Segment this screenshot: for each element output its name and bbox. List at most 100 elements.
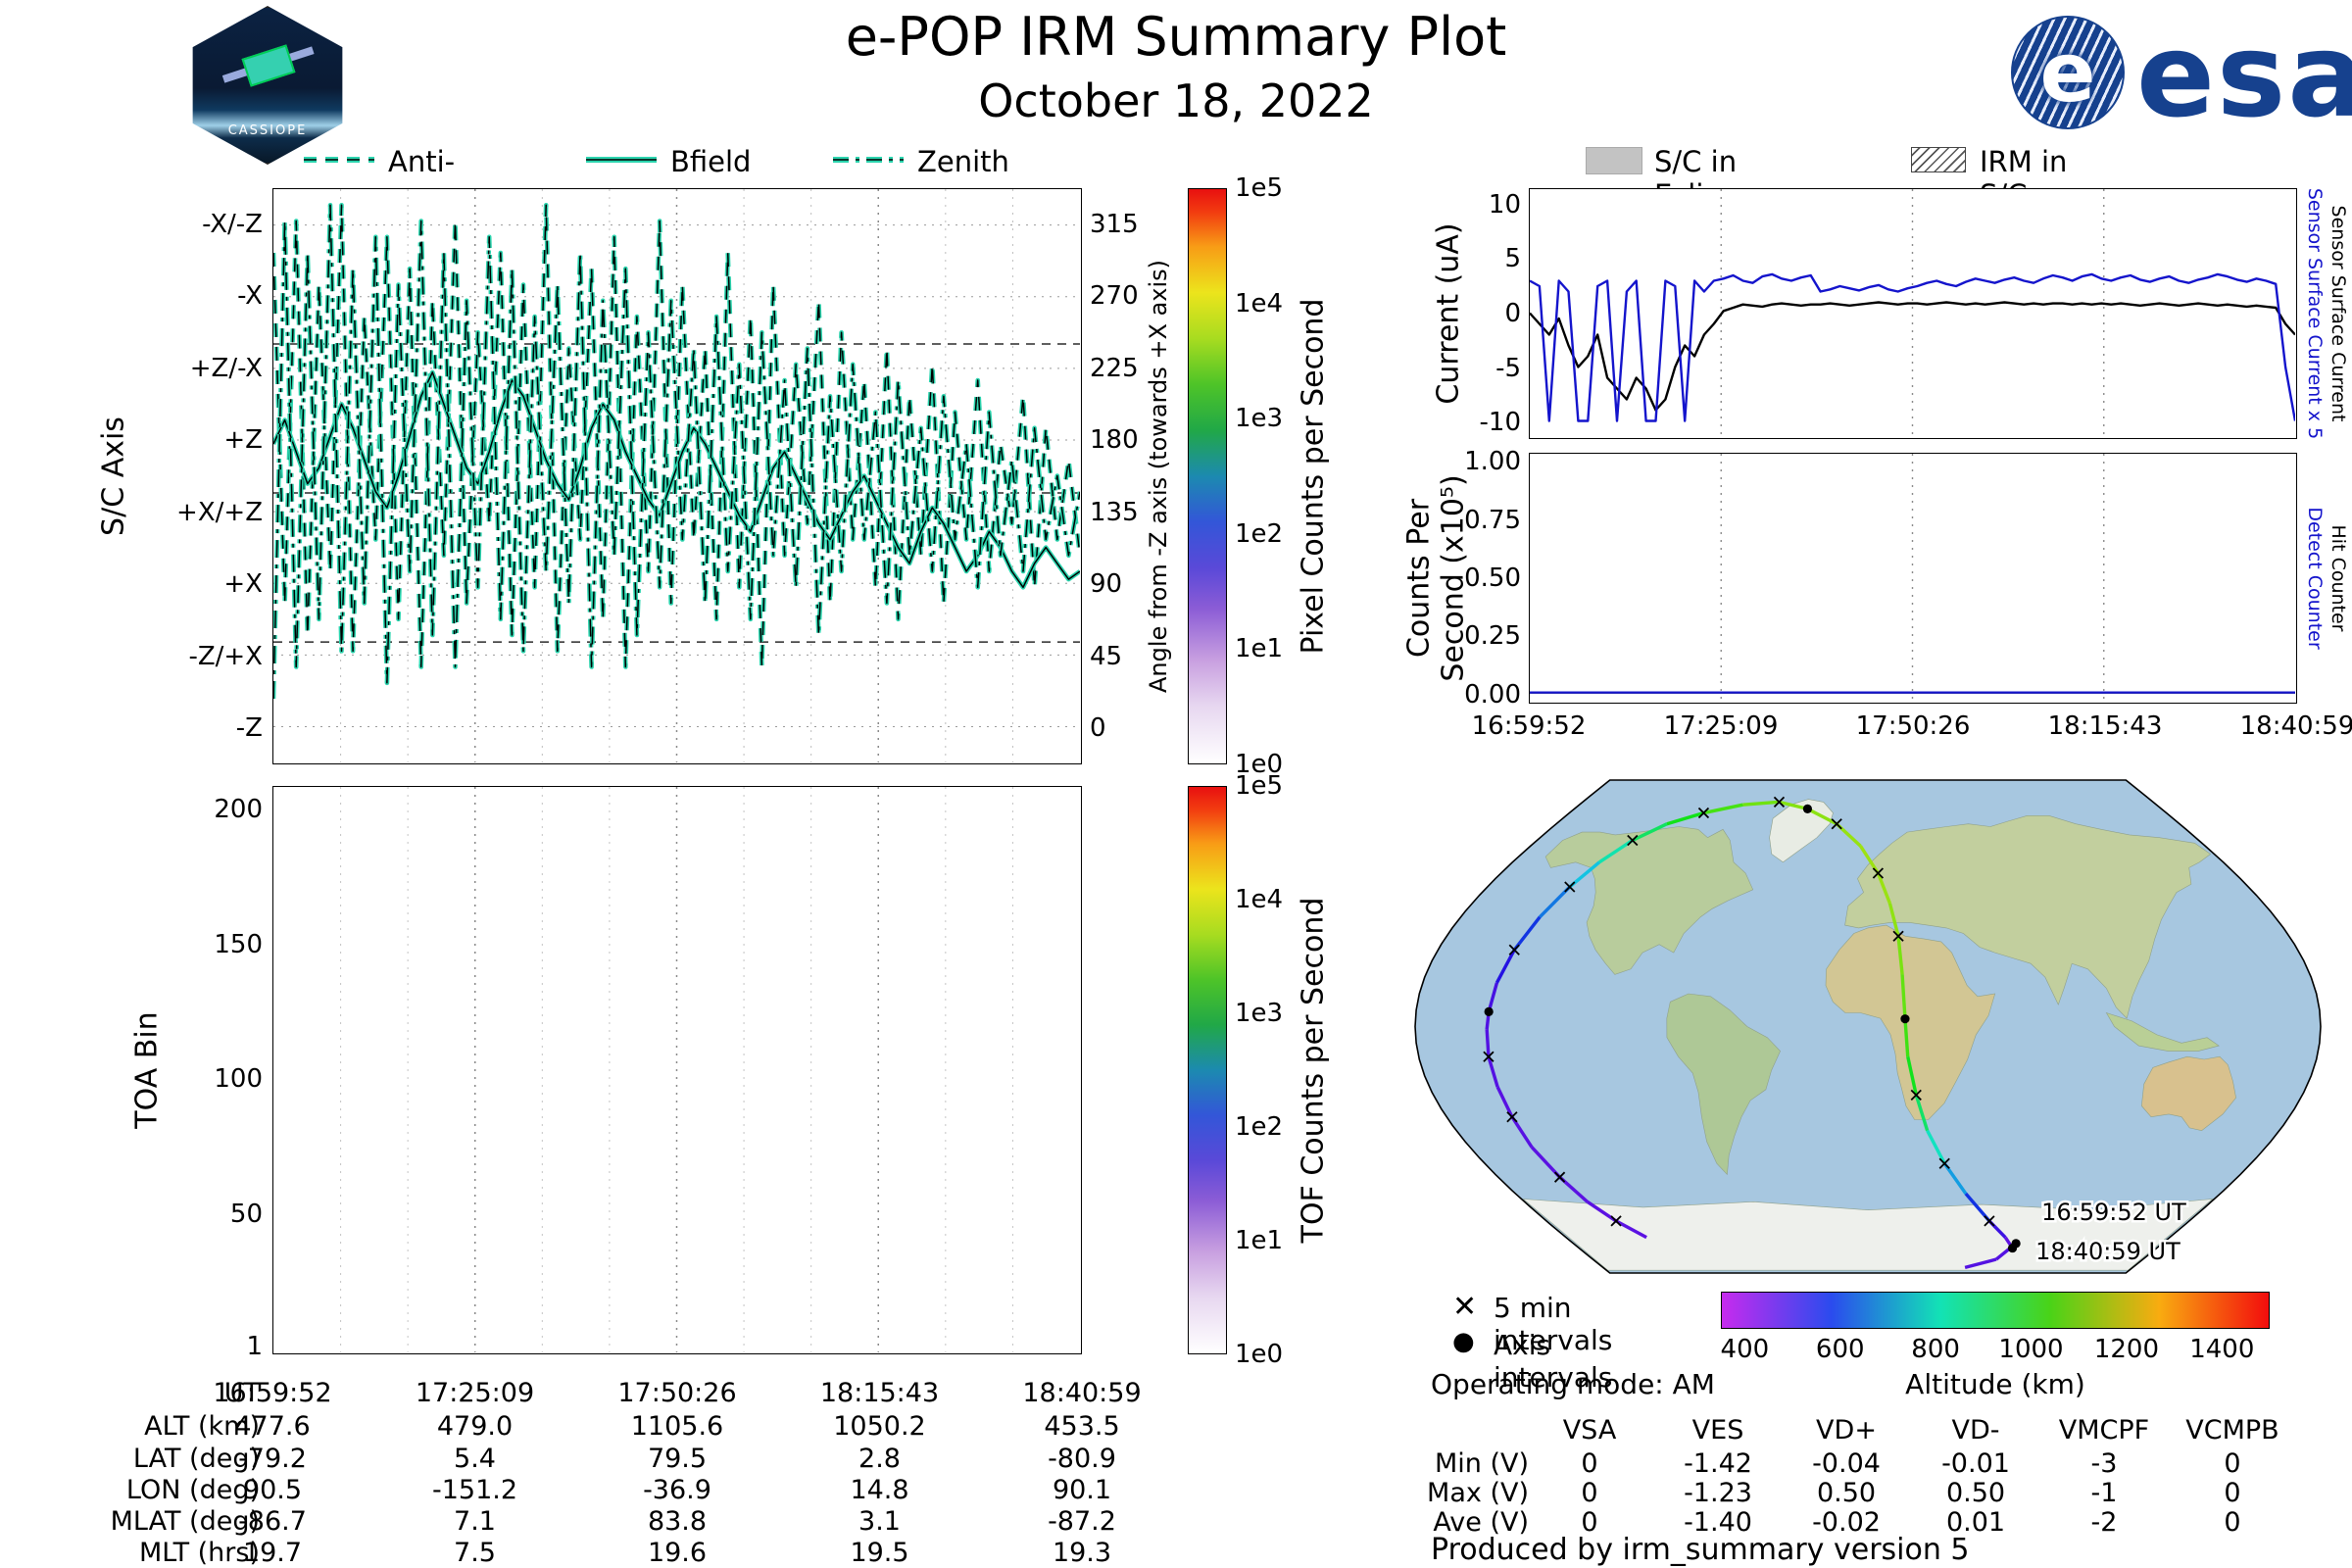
- pixel-counts-colorbar: [1188, 188, 1227, 764]
- cross-marker-label: 5 min intervals: [1494, 1292, 1613, 1356]
- ephemeris-value: -79.2: [238, 1444, 307, 1474]
- axis-interval-dot: [1900, 1014, 1910, 1024]
- altitude-colorbar-ticks: 400 600 800 1000 1200 1400: [1721, 1335, 2270, 1364]
- tick-label: 18:15:43: [2047, 711, 2163, 741]
- voltage-value: 0.50: [1945, 1478, 2006, 1508]
- time-axis-ticks: 16:59:52 17:25:09 17:50:26 18:15:43 18:40:59: [1472, 711, 2352, 745]
- tick-label: 135: [1090, 497, 1139, 527]
- five-min-cross: [1627, 834, 1639, 847]
- series-blue: [1530, 272, 2295, 422]
- pixel-colorbar-label: Pixel Counts per Second: [1296, 298, 1331, 655]
- tick-label: 50: [229, 1200, 263, 1230]
- tick-label: 90: [1090, 569, 1123, 600]
- annotation-end: 18:40:59 UT: [2035, 1238, 2180, 1265]
- tick-label: -X/-Z: [202, 209, 263, 239]
- voltage-row-label: Max (V): [1427, 1478, 1529, 1508]
- voltage-value: -0.02: [1812, 1507, 1881, 1538]
- tick-label: 400: [1720, 1335, 1770, 1364]
- tick-label: 225: [1090, 353, 1139, 383]
- ephemeris-value: 79.5: [647, 1444, 708, 1474]
- tick-label: 1e3: [1235, 999, 1284, 1028]
- tick-label: 1.00: [1464, 447, 1521, 477]
- voltage-value: -2: [2090, 1507, 2118, 1538]
- ephemeris-row-label: LON (deg): [125, 1475, 260, 1505]
- altitude-colorbar-label: Altitude (km): [1905, 1368, 2085, 1400]
- tick-label: 1e5: [1235, 771, 1284, 801]
- voltage-value: -0.01: [1941, 1448, 2010, 1479]
- tick-label: 1400: [2189, 1335, 2255, 1364]
- ephemeris-table: UT 16:59:52 17:25:09 17:50:26 18:15:43 18:40:…: [78, 1378, 1196, 1568]
- five-min-cross: [1773, 796, 1786, 808]
- tick-label: 800: [1911, 1335, 1960, 1364]
- map-land: [1522, 799, 2236, 1271]
- tick-label: 270: [1090, 281, 1139, 312]
- tick-label: 17:50:26: [1855, 711, 1971, 741]
- voltage-value: 0: [2224, 1448, 2241, 1479]
- ephemeris-value: 14.8: [850, 1475, 909, 1505]
- tick-label: -X: [237, 281, 263, 312]
- ground-track-map: 16:59:52 UT 18:40:59 UT: [1414, 779, 2322, 1274]
- eclipse-patch-swatch: [1586, 147, 1642, 174]
- tick-label: 1e4: [1235, 885, 1284, 914]
- ephemeris-value: 3.1: [858, 1506, 901, 1537]
- five-min-cross: [1483, 1051, 1494, 1062]
- axis-interval-dot: [1802, 804, 1813, 813]
- attitude-y-ticks: -X/-Z -X +Z/-X +Z +X/+Z +X -Z/+X -Z: [59, 188, 263, 764]
- tick-label: 0.00: [1464, 679, 1521, 710]
- ephemeris-value: 17:50:26: [617, 1378, 737, 1408]
- counters-y-ticks: 1.00 0.75 0.50 0.25 0.00: [1403, 447, 1521, 709]
- five-min-cross: [1872, 867, 1885, 879]
- voltage-table: VSA VES VD+ VD- VMCPF VCMPB Min (V) 0 -1.42 -0.04…: [1421, 1415, 2332, 1538]
- current-right-label-black: Sensor Surface Current: [2328, 205, 2349, 422]
- voltage-row-label: Min (V): [1434, 1448, 1529, 1479]
- voltage-column-header: VMCPF: [2058, 1415, 2150, 1446]
- tick-label: 18:40:59: [2239, 711, 2352, 741]
- ephemeris-value: 1050.2: [833, 1411, 926, 1442]
- voltage-column-header: VD-: [1951, 1415, 2000, 1446]
- ephemeris-row-label: LAT (deg): [132, 1444, 260, 1474]
- ephemeris-value: 18:15:43: [819, 1378, 940, 1408]
- tick-label: 1000: [1998, 1335, 2064, 1364]
- voltage-column-header: VCMPB: [2185, 1415, 2279, 1446]
- five-min-cross: [1610, 1215, 1622, 1227]
- voltage-value: 0: [1581, 1507, 1598, 1538]
- page-title: e-POP IRM Summary Plot: [845, 6, 1507, 68]
- five-min-cross: [1564, 881, 1576, 893]
- tof-colorbar-ticks: 1e5 1e4 1e3 1e2 1e1 1e0: [1235, 771, 1313, 1369]
- ephemeris-value: 17:25:09: [415, 1378, 535, 1408]
- tick-label: 600: [1815, 1335, 1865, 1364]
- tof-colorbar-label: TOF Counts per Second: [1296, 897, 1331, 1244]
- ephemeris-value: 453.5: [1044, 1411, 1120, 1442]
- five-min-cross: [1508, 944, 1520, 956]
- ephemeris-value: 16:59:52: [213, 1378, 332, 1408]
- voltage-value: 0: [1581, 1478, 1598, 1508]
- voltage-value: -1.42: [1684, 1448, 1752, 1479]
- tick-label: 0.75: [1464, 505, 1521, 535]
- voltage-value: 0: [2224, 1507, 2241, 1538]
- attitude-series-bfield: [273, 369, 1080, 590]
- toa-plot-canvas: [340, 787, 1013, 1352]
- ephemeris-value: -36.9: [643, 1475, 711, 1505]
- tick-label: 200: [214, 794, 263, 824]
- tick-label: 1e0: [1235, 750, 1284, 779]
- attitude-right-axis-label: Angle from -Z axis (towards +X axis): [1145, 259, 1172, 694]
- ephemeris-value: 7.5: [454, 1538, 496, 1568]
- anti-ram-line-swatch: [302, 149, 376, 174]
- tick-label: -Z/+X: [188, 641, 263, 671]
- tick-label: -Z: [235, 713, 263, 744]
- tick-label: 1e2: [1235, 518, 1284, 549]
- tick-label: 1e0: [1235, 1340, 1284, 1369]
- legend-zenith: Zenith: [917, 145, 1009, 178]
- tick-label: 0: [1504, 299, 1521, 328]
- ephemeris-value: -87.2: [1048, 1506, 1116, 1537]
- page-date: October 18, 2022: [978, 74, 1374, 127]
- counters-plot: [1529, 453, 2297, 704]
- counters-right-label-blue: Detect Counter: [2304, 507, 2326, 650]
- operating-mode: Operating mode: AM: [1431, 1368, 1715, 1400]
- ephemeris-row-label: ALT (km): [144, 1411, 260, 1442]
- voltage-row-label: Ave (V): [1433, 1507, 1529, 1538]
- voltage-value: 0.50: [1816, 1478, 1877, 1508]
- five-min-cross: [1553, 1171, 1566, 1183]
- voltage-value: 0: [1581, 1448, 1598, 1479]
- tick-label: 10: [1488, 189, 1521, 220]
